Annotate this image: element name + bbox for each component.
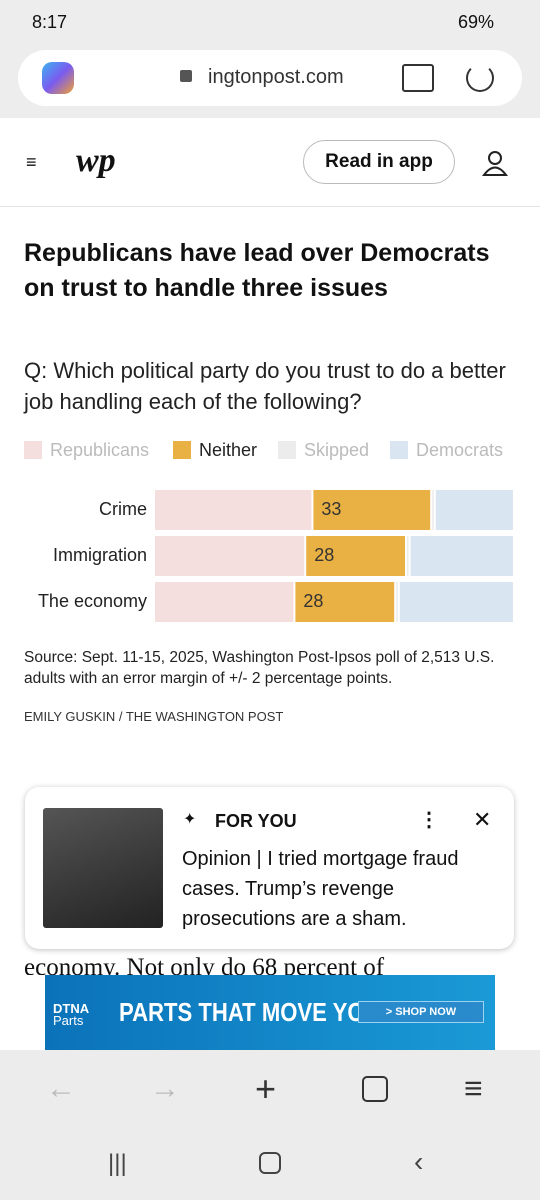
- chart: Republicans Neither Skipped Democrats Crime 3…: [24, 440, 513, 622]
- read-in-app-button[interactable]: Read in app: [303, 140, 455, 184]
- bar-segment: [410, 536, 513, 576]
- copilot-icon[interactable]: [42, 62, 74, 94]
- body-text: economy. Not only do 68 percent of: [24, 954, 385, 975]
- bar-segment: [155, 536, 305, 576]
- account-icon[interactable]: [482, 150, 508, 176]
- data-label: 28: [314, 545, 334, 565]
- bar-segment: [399, 582, 513, 622]
- legend-swatch: [390, 441, 408, 459]
- sparkle-icon: ✦: [183, 811, 197, 828]
- ad-brand: DTNA Parts: [53, 1001, 90, 1028]
- close-button[interactable]: ✕: [473, 807, 492, 832]
- category-label: The economy: [38, 591, 147, 611]
- back-button[interactable]: ←: [46, 1072, 76, 1105]
- browser-chrome: 8:17 69% ingtonpost.com: [0, 0, 540, 118]
- forward-button[interactable]: →: [150, 1072, 180, 1105]
- legend-label: Democrats: [416, 440, 503, 460]
- lock-icon: [180, 70, 192, 82]
- reader-icon[interactable]: [402, 64, 434, 92]
- bar-segment: [432, 490, 434, 530]
- bar-segment: [155, 490, 312, 530]
- bar-segment: [155, 582, 294, 622]
- credit: EMILY GUSKIN / THE WASHINGTON POST: [24, 709, 284, 724]
- chart-title: Republicans have lead over Democrats on …: [24, 239, 490, 302]
- thumbnail[interactable]: [43, 808, 163, 928]
- bar-segment: [306, 536, 405, 576]
- for-you-card[interactable]: ✦ FOR YOU ⋮ ✕ Opinion | I tried mortgage…: [25, 787, 514, 949]
- ad-slogan: PARTS THAT MOVE YOU: [119, 997, 381, 1027]
- reload-icon[interactable]: [466, 64, 494, 92]
- more-button[interactable]: ⋮: [419, 809, 439, 831]
- battery: 69%: [458, 12, 495, 32]
- legend-swatch: [278, 441, 296, 459]
- legend-label: Republicans: [50, 440, 149, 460]
- url-bar[interactable]: ingtonpost.com: [18, 50, 522, 106]
- ad-brand-sub: Parts: [53, 1013, 84, 1028]
- for-you-label: FOR YOU: [215, 811, 297, 831]
- navigation: ← → + ≡ ||| ‹: [0, 1050, 540, 1200]
- legend-swatch: [24, 441, 42, 459]
- chart-subtitle: Q: Which political party do you trust to…: [24, 358, 506, 414]
- data-label: 28: [303, 591, 323, 611]
- logo[interactable]: wp: [76, 142, 116, 179]
- tabs-button[interactable]: [362, 1076, 388, 1102]
- source: Source: Sept. 11-15, 2025, Washington Po…: [24, 649, 495, 687]
- legend-label: Neither: [199, 440, 257, 460]
- bar-segment: [295, 582, 395, 622]
- system-back-button[interactable]: ‹: [414, 1146, 424, 1177]
- menu-icon[interactable]: ≡: [26, 152, 37, 172]
- url[interactable]: ingtonpost.com: [208, 66, 344, 88]
- bar-segment: [313, 490, 431, 530]
- home-button[interactable]: [259, 1152, 281, 1174]
- headline[interactable]: Opinion | I tried mortgage fraud cases. …: [182, 848, 459, 930]
- category-label: Immigration: [53, 545, 147, 565]
- site-header: ≡ wp Read in app: [0, 118, 540, 207]
- legend-swatch: [173, 441, 191, 459]
- bar-segment: [407, 536, 409, 576]
- data-label: 33: [321, 499, 341, 519]
- bar-segment: [396, 582, 398, 622]
- menu-button[interactable]: ≡: [464, 1070, 483, 1106]
- recents-button[interactable]: |||: [108, 1150, 127, 1177]
- clock: 8:17: [32, 12, 68, 32]
- legend-label: Skipped: [304, 440, 369, 460]
- bar-segment: [435, 490, 513, 530]
- category-label: Crime: [99, 499, 147, 519]
- ad-brand-name: DTNA: [53, 1001, 90, 1016]
- ad-banner[interactable]: DTNA Parts PARTS THAT MOVE YOU > SHOP NOW: [45, 975, 495, 1050]
- new-tab-button[interactable]: +: [255, 1068, 277, 1109]
- ad-cta[interactable]: > SHOP NOW: [358, 1001, 484, 1023]
